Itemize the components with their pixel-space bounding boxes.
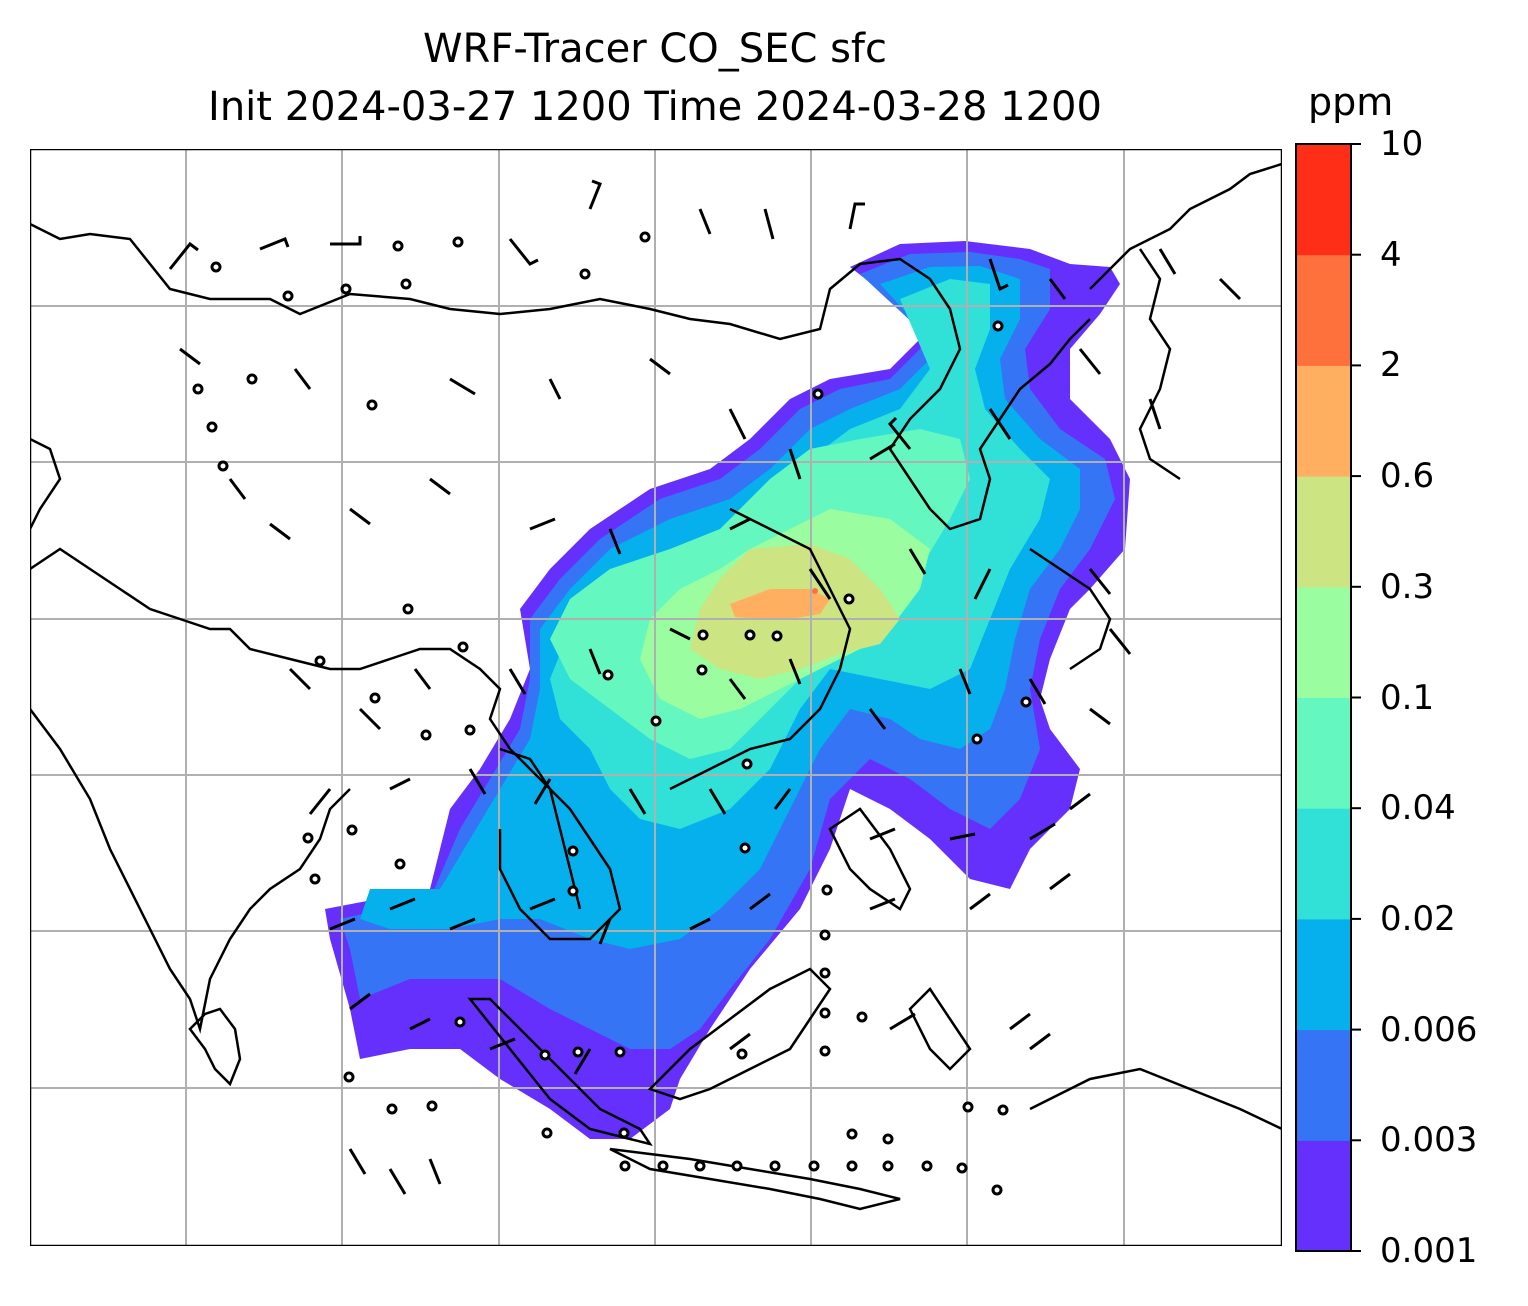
colorbar-tick-label: 4: [1380, 234, 1402, 275]
plot-title-line1: WRF-Tracer CO_SEC sfc: [422, 26, 888, 72]
colorbar-block: [1296, 808, 1351, 920]
colorbar-tick-label: 0.001: [1380, 1231, 1478, 1271]
colorbar-tick-label: 0.003: [1380, 1120, 1478, 1161]
colorbar-tick-label: 0.3: [1380, 566, 1435, 607]
plume-band-06: [730, 589, 830, 619]
map-panel: [30, 149, 1282, 1246]
colorbar-tick-label: 0.1: [1380, 677, 1435, 718]
colorbar-block: [1296, 586, 1351, 698]
colorbar-block: [1296, 1140, 1351, 1252]
colorbar: [1295, 143, 1361, 1252]
wind-barbs: [168, 179, 1242, 1195]
colorbar-block: [1296, 365, 1351, 477]
colorbar-tick-label: 0.006: [1380, 1009, 1478, 1050]
plot-title-line2: Init 2024-03-27 1200 Time 2024-03-28 120…: [208, 84, 1102, 130]
colorbar-tick-label: 10: [1380, 124, 1424, 164]
colorbar-block: [1296, 144, 1351, 256]
coastlines: [30, 162, 1282, 1211]
colorbar-block: [1296, 1029, 1351, 1141]
plume-band-2-spot: [812, 588, 818, 594]
colorbar-block: [1296, 918, 1351, 1031]
calm-circles: [192, 231, 1032, 1196]
colorbar-block: [1296, 254, 1351, 366]
colorbar-block: [1296, 476, 1351, 588]
colorbar-tick-label: 0.6: [1380, 456, 1435, 497]
colorbar-unit-label: ppm: [1308, 80, 1394, 124]
colorbar-tick-label: 2: [1380, 345, 1402, 386]
colorbar-tick-label: 0.02: [1380, 898, 1456, 939]
colorbar-tick-label: 0.04: [1380, 788, 1456, 829]
colorbar-block: [1296, 697, 1351, 809]
